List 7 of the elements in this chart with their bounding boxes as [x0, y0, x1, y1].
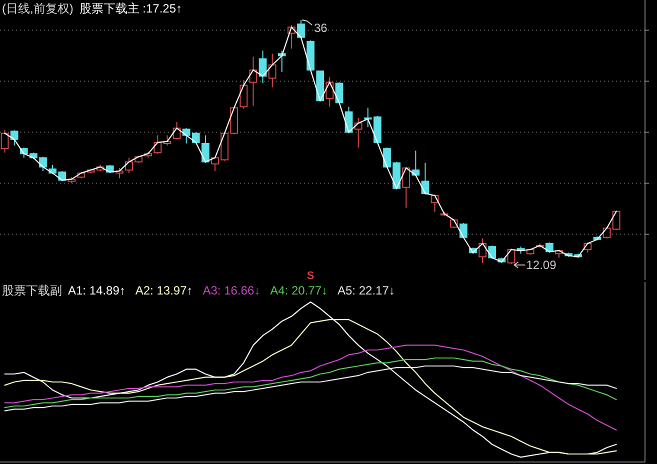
legend: A1: 14.89↑ A2: 13.97↑ A3: 16.66↓ A4: 20.77↓ A5: 22.17↓	[68, 284, 395, 298]
note: 36	[314, 21, 328, 35]
title: 股票下载副	[2, 284, 62, 298]
note: 12.09	[526, 258, 556, 272]
legend: 股票下载主 :17.25↑	[79, 2, 182, 16]
note: S	[306, 270, 314, 282]
title: (日线,前复权)	[2, 2, 74, 16]
